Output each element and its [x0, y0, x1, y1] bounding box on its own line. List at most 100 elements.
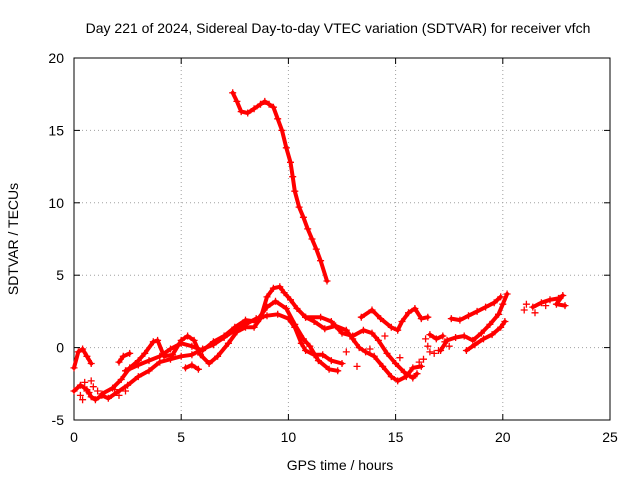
series-track-m [426, 331, 447, 343]
data-point [242, 323, 249, 331]
data-point [134, 361, 142, 369]
data-point [145, 357, 153, 365]
data-point [432, 335, 440, 343]
y-axis-label: SDTVAR / TECUs [5, 183, 21, 295]
data-point [287, 296, 294, 304]
data-point [542, 302, 550, 310]
data-point [387, 373, 395, 381]
data-point [460, 332, 468, 340]
data-point [338, 360, 346, 367]
data-point [342, 348, 350, 356]
data-point [83, 352, 91, 360]
data-point [274, 310, 282, 318]
series-track-c [122, 297, 342, 375]
data-point [214, 352, 222, 360]
data-point [394, 326, 402, 334]
data-point [435, 347, 442, 354]
data-point [126, 349, 134, 357]
data-point [317, 257, 325, 265]
data-point [353, 362, 361, 370]
data-point [188, 342, 196, 350]
data-point [134, 373, 142, 381]
data-point [424, 313, 432, 321]
series-line [99, 284, 424, 396]
data-point [117, 376, 125, 383]
data-point [383, 349, 391, 357]
data-point [321, 325, 329, 333]
data-point [291, 320, 299, 328]
data-point [441, 338, 449, 346]
data-point [297, 339, 305, 347]
data-point [409, 364, 417, 372]
data-point [299, 335, 307, 343]
data-point [265, 100, 273, 108]
axis-ticks [73, 57, 611, 421]
series-track-g [462, 318, 509, 354]
data-point [145, 367, 153, 375]
data-point [122, 367, 129, 375]
data-point [233, 97, 241, 105]
data-point [473, 307, 481, 315]
tick-labels: 0 5 10 15 20 25 -5 0 5 10 15 20 [48, 50, 618, 445]
data-point [486, 320, 494, 328]
data-point [276, 283, 284, 291]
data-point [89, 383, 97, 391]
data-point [205, 360, 213, 367]
data-point [452, 334, 460, 341]
data-point [482, 303, 490, 311]
data-point [269, 284, 277, 292]
data-point [250, 105, 258, 113]
data-point [469, 336, 477, 344]
data-point [177, 352, 185, 360]
data-point [306, 342, 314, 350]
data-point [312, 245, 320, 253]
data-point [302, 347, 310, 354]
x-tick-label: 15 [388, 429, 404, 445]
data-point [503, 290, 511, 298]
series-line [464, 319, 507, 353]
data-point [415, 358, 423, 366]
series-line [449, 294, 503, 323]
data-point [377, 315, 385, 323]
data-point [291, 187, 299, 195]
series-track-i [70, 345, 95, 372]
y-tick-label: -5 [52, 412, 65, 428]
data-point [141, 349, 149, 357]
data-point [119, 352, 127, 360]
data-point [98, 390, 106, 398]
plot-frame [73, 57, 611, 421]
data-point [287, 158, 294, 166]
data-point [233, 328, 241, 336]
data-point [430, 349, 438, 357]
data-point [252, 318, 260, 325]
data-point [520, 306, 528, 314]
data-point [420, 355, 427, 363]
data-point [314, 357, 322, 365]
data-point [169, 351, 177, 359]
data-point [261, 97, 269, 105]
data-point [87, 377, 95, 385]
data-point [229, 89, 237, 97]
data-point [426, 348, 434, 356]
data-point [272, 297, 279, 305]
series-line [438, 292, 510, 353]
data-point [87, 360, 95, 367]
data-point [299, 213, 307, 221]
data-point [409, 374, 417, 382]
x-tick-label: 5 [177, 429, 185, 445]
data-point [396, 354, 404, 362]
data-point [280, 289, 288, 297]
data-point [327, 318, 335, 325]
data-point [231, 323, 239, 331]
data-point [338, 329, 346, 337]
series-track-l [529, 292, 569, 311]
data-point [471, 341, 479, 349]
data-point [293, 305, 301, 312]
data-point [295, 203, 303, 211]
data-point [83, 387, 91, 395]
data-point [465, 312, 472, 320]
data-series [70, 89, 569, 404]
data-point [537, 299, 545, 307]
series-line [230, 90, 329, 283]
data-point [480, 335, 487, 343]
